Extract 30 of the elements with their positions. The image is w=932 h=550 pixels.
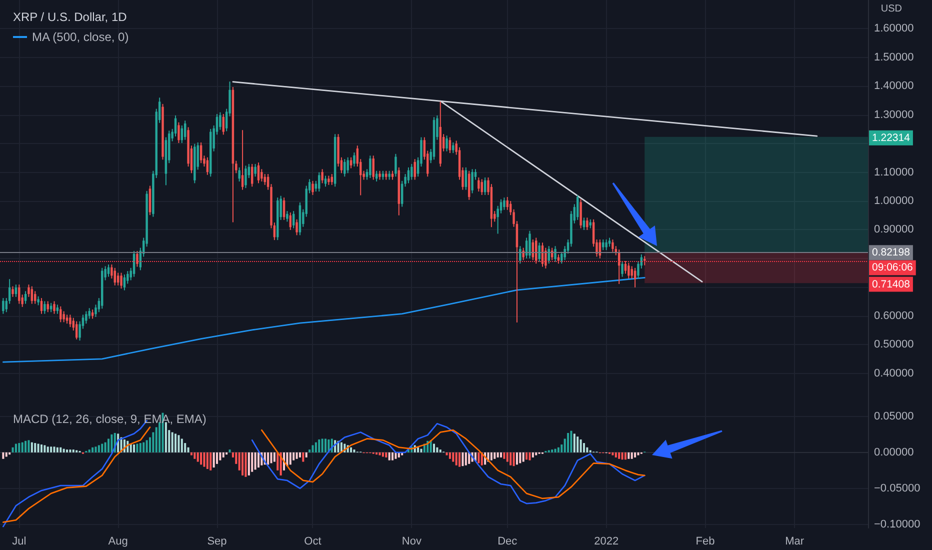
x-tick-label: Mar xyxy=(785,536,804,548)
x-tick-label: Jul xyxy=(12,536,26,548)
y-tick-label: 1.10000 xyxy=(874,166,914,178)
y-tick-label: 0.05000 xyxy=(874,410,914,422)
y-tick-label: 0.90000 xyxy=(874,224,914,236)
y-tick-label: 0.60000 xyxy=(874,310,914,322)
x-tick-label: Sep xyxy=(207,536,227,548)
text: 09:06:06 xyxy=(872,262,914,274)
x-tick-label: Dec xyxy=(498,536,518,548)
x-tick-label: Feb xyxy=(696,536,715,548)
x-tick-label: Aug xyxy=(108,536,128,548)
y-tick-label: −0.10000 xyxy=(874,518,920,530)
ref-line-label: 0.82198 xyxy=(872,246,910,259)
y-tick-label: 1.50000 xyxy=(874,51,914,64)
x-tick-label: Oct xyxy=(304,536,322,548)
band-label: 0.71408 xyxy=(872,278,910,290)
y-tick-label: 0.40000 xyxy=(874,367,914,380)
y-tick-label: −0.05000 xyxy=(874,482,920,494)
y-tick-label: 1.30000 xyxy=(874,108,914,121)
legend-label: MA (500, close, 0) xyxy=(32,30,129,44)
text: XRP / U.S. Dollar, 1D xyxy=(13,10,128,24)
y-tick-label: 1.40000 xyxy=(874,80,914,92)
y-tick-label: 1.00000 xyxy=(874,195,914,207)
y-tick-label: 0.00000 xyxy=(874,446,914,458)
x-tick-label: Nov xyxy=(402,536,422,548)
y-axis-title: USD xyxy=(880,4,902,14)
band-label: 1.22314 xyxy=(872,132,910,144)
y-tick-label: 0.50000 xyxy=(874,338,914,351)
y-tick-label: 1.60000 xyxy=(874,22,914,35)
x-tick-label: 2022 xyxy=(594,536,619,548)
